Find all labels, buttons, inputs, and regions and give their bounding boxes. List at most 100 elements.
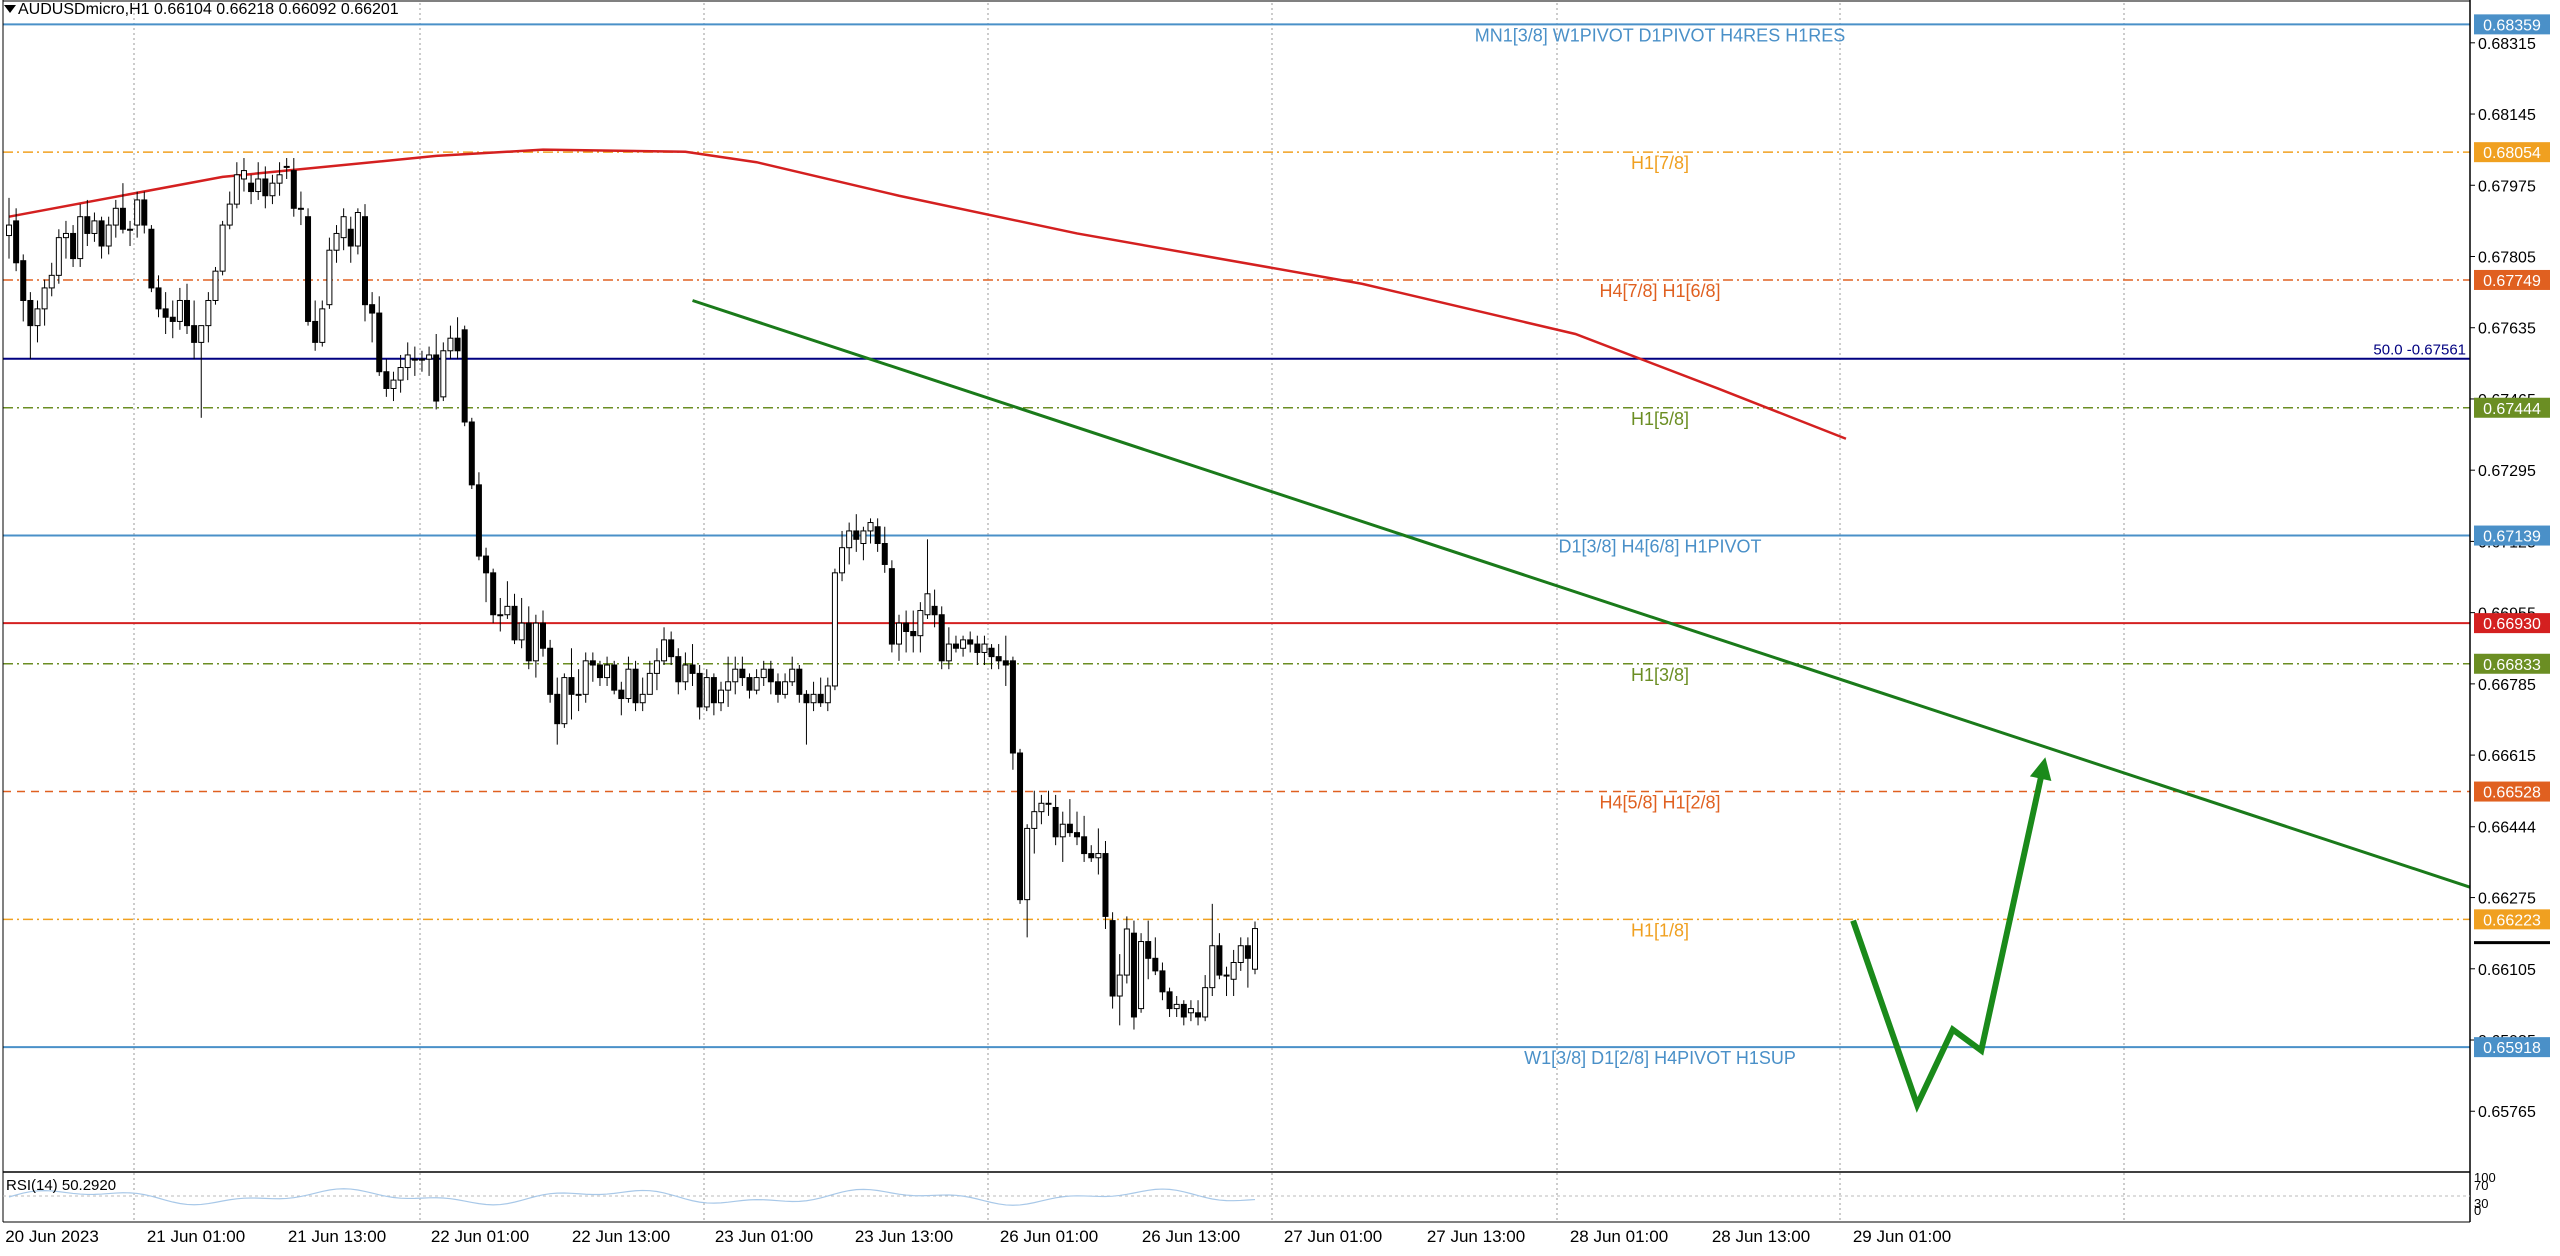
- candle: [262, 166, 269, 209]
- time-tick-label: 27 Jun 01:00: [1284, 1227, 1382, 1246]
- candle: [269, 174, 276, 205]
- candle-body: [917, 610, 924, 637]
- candle: [661, 627, 668, 666]
- candle: [383, 359, 390, 397]
- candle: [1052, 794, 1059, 846]
- candle: [198, 325, 205, 418]
- level-label: 50.0 -0.67561: [2373, 342, 2466, 359]
- price-tag-label: 0.68054: [2483, 145, 2541, 162]
- candle-body: [20, 260, 27, 301]
- candle: [931, 589, 938, 628]
- price-tag-bg: [2474, 1037, 2550, 1058]
- candle-body: [1166, 991, 1173, 1010]
- candle: [105, 216, 112, 255]
- candle-body: [1024, 827, 1031, 901]
- price-tick-label: 0.67805: [2478, 249, 2536, 266]
- candle: [447, 325, 454, 360]
- price-tag-bg: [2474, 142, 2550, 163]
- candle: [490, 568, 497, 624]
- candle-body: [283, 165, 290, 168]
- candle: [354, 208, 361, 255]
- candle: [561, 673, 568, 728]
- candle-body: [1059, 823, 1066, 838]
- candle: [1195, 1000, 1202, 1026]
- time-tick-label: 21 Jun 13:00: [288, 1227, 386, 1246]
- candle: [796, 665, 803, 703]
- candle-body: [653, 660, 660, 674]
- price-tag: 0.67749: [2474, 269, 2550, 290]
- candle-body: [867, 522, 874, 532]
- candle: [532, 614, 539, 678]
- time-tick-label: 23 Jun 01:00: [715, 1227, 813, 1246]
- price-tag-label: 0.66223: [2483, 912, 2541, 929]
- price-tag: 0.68054: [2474, 142, 2550, 163]
- candle-body: [589, 660, 596, 666]
- candle: [454, 317, 461, 360]
- candle-body: [817, 693, 824, 704]
- candle-body: [233, 174, 240, 205]
- candle: [1095, 828, 1102, 875]
- candle: [881, 526, 888, 573]
- candle-body: [84, 216, 91, 234]
- candle: [725, 656, 732, 707]
- candle: [710, 673, 717, 716]
- price-tick-label: 0.66275: [2478, 891, 2536, 908]
- price-tag-bg: [2474, 613, 2550, 634]
- candle: [191, 300, 198, 360]
- candle: [1209, 903, 1216, 997]
- price-tag-label: 0.65918: [2483, 1040, 2541, 1057]
- time-tick-label: 26 Jun 13:00: [1142, 1227, 1240, 1246]
- time-tick-label: 21 Jun 01:00: [147, 1227, 245, 1246]
- candle-body: [41, 287, 48, 310]
- price-tag-bg: [2474, 269, 2550, 290]
- dropdown-triangle-icon[interactable]: [4, 5, 16, 13]
- candle-body: [988, 647, 995, 658]
- candle: [184, 283, 190, 335]
- level-label: D1[3/8] H4[6/8] H1PIVOT: [1558, 537, 1761, 557]
- candle: [1045, 790, 1052, 816]
- candle: [753, 669, 760, 695]
- price-tag: 0.65918: [2474, 1037, 2550, 1058]
- candle-body: [582, 660, 589, 695]
- candle: [390, 371, 397, 402]
- candle-body: [575, 693, 582, 696]
- price-tag: 0.66528: [2474, 781, 2550, 802]
- candle-body: [191, 325, 198, 343]
- time-tick-label: 22 Jun 13:00: [572, 1227, 670, 1246]
- candle-body: [1095, 853, 1102, 859]
- candle-body: [1244, 945, 1251, 959]
- candle: [440, 342, 447, 402]
- candle-body: [760, 668, 767, 679]
- candle: [226, 191, 233, 230]
- candle-body: [746, 677, 753, 691]
- candle-body: [461, 329, 468, 423]
- candle-body: [362, 216, 368, 306]
- candle-body: [354, 211, 361, 247]
- candle: [646, 660, 653, 695]
- candle: [888, 560, 895, 653]
- candle-body: [1159, 970, 1166, 993]
- candle: [27, 292, 34, 360]
- candle-body: [554, 693, 561, 725]
- candle: [1109, 912, 1116, 1009]
- price-tag: 0.66223: [2474, 909, 2550, 930]
- level-label: H1[7/8]: [1631, 153, 1689, 173]
- candle-body: [397, 367, 404, 381]
- candle: [112, 199, 119, 238]
- candle: [604, 656, 611, 686]
- candle-body: [532, 622, 539, 662]
- candle: [1152, 937, 1159, 976]
- candle-body: [1223, 974, 1230, 977]
- candle-body: [810, 693, 817, 704]
- candle-body: [27, 299, 34, 327]
- candle: [575, 669, 582, 712]
- candle-body: [896, 622, 902, 645]
- candle: [404, 342, 411, 381]
- candle-body: [945, 643, 952, 662]
- candle: [782, 673, 789, 699]
- candle-body: [710, 677, 717, 704]
- price-tick-label: 0.66105: [2478, 962, 2536, 979]
- candle-body: [226, 203, 233, 226]
